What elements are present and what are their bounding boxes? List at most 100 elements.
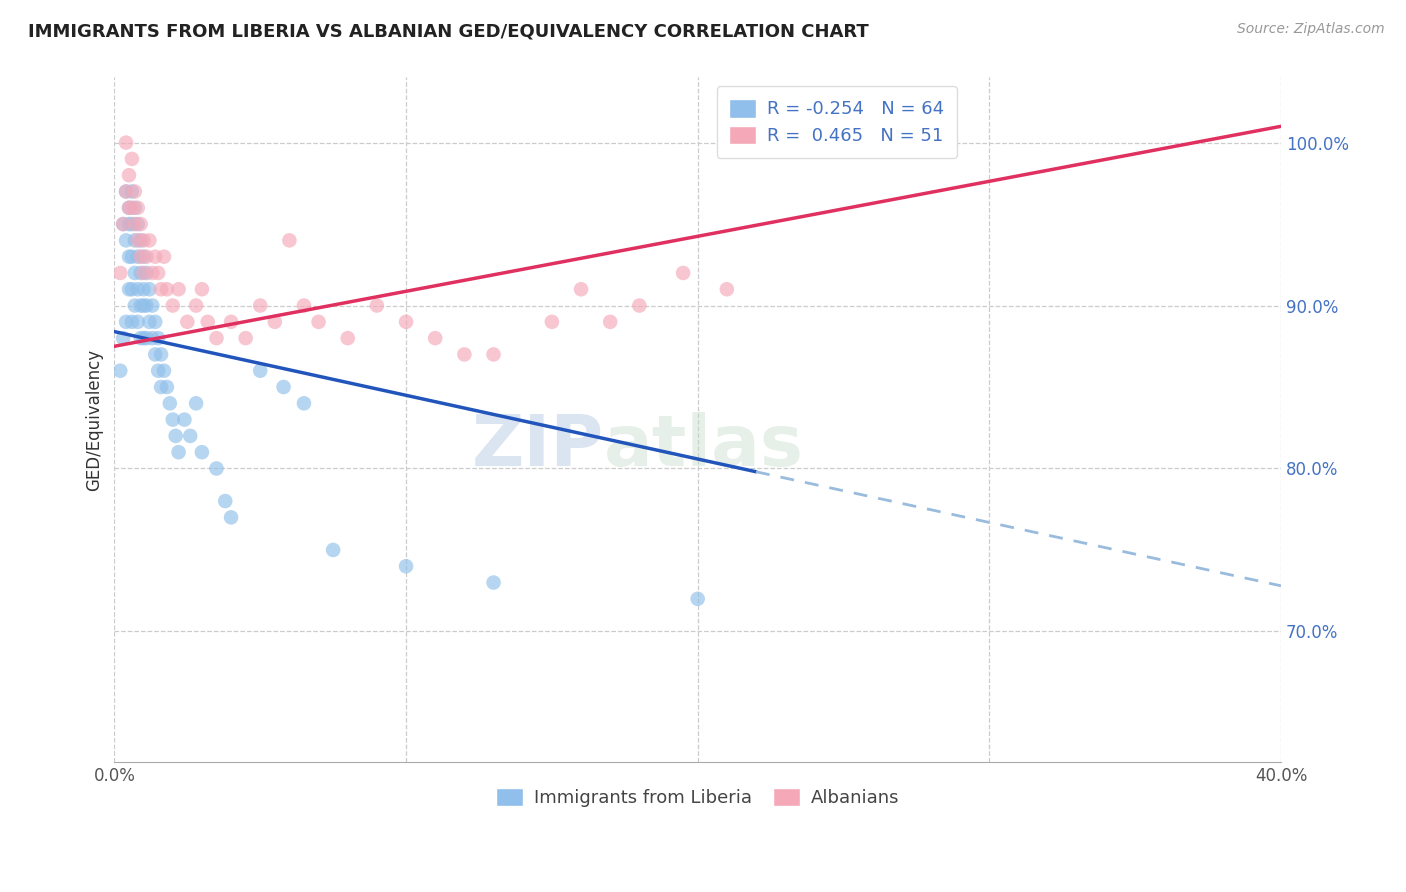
- Point: [112, 217, 135, 231]
- Point: [118, 201, 141, 215]
- Point: [115, 185, 138, 199]
- Point: [110, 266, 132, 280]
- Point: [191, 445, 214, 459]
- Point: [146, 364, 169, 378]
- Text: atlas: atlas: [605, 412, 804, 482]
- Point: [184, 299, 207, 313]
- Text: ZIP: ZIP: [472, 412, 605, 482]
- Point: [167, 445, 190, 459]
- Point: [135, 266, 157, 280]
- Point: [395, 315, 418, 329]
- Point: [121, 315, 143, 329]
- Point: [153, 364, 176, 378]
- Point: [121, 217, 143, 231]
- Point: [395, 559, 418, 574]
- Point: [129, 299, 152, 313]
- Point: [146, 331, 169, 345]
- Point: [308, 315, 330, 329]
- Point: [716, 282, 738, 296]
- Point: [118, 250, 141, 264]
- Point: [425, 331, 447, 345]
- Point: [124, 185, 146, 199]
- Point: [118, 201, 141, 215]
- Point: [599, 315, 621, 329]
- Point: [124, 299, 146, 313]
- Point: [138, 315, 160, 329]
- Point: [124, 217, 146, 231]
- Point: [366, 299, 388, 313]
- Point: [173, 412, 195, 426]
- Point: [110, 364, 132, 378]
- Point: [141, 331, 163, 345]
- Point: [219, 510, 242, 524]
- Point: [138, 282, 160, 296]
- Point: [124, 201, 146, 215]
- Point: [141, 266, 163, 280]
- Point: [322, 543, 344, 558]
- Point: [541, 315, 564, 329]
- Point: [129, 331, 152, 345]
- Point: [124, 233, 146, 247]
- Point: [162, 299, 184, 313]
- Point: [121, 282, 143, 296]
- Point: [156, 380, 179, 394]
- Point: [132, 282, 155, 296]
- Point: [205, 331, 228, 345]
- Point: [141, 299, 163, 313]
- Point: [132, 331, 155, 345]
- Point: [121, 250, 143, 264]
- Point: [127, 233, 149, 247]
- Point: [686, 591, 709, 606]
- Point: [146, 266, 169, 280]
- Point: [292, 396, 315, 410]
- Point: [263, 315, 285, 329]
- Point: [197, 315, 219, 329]
- Point: [167, 282, 190, 296]
- Point: [129, 233, 152, 247]
- Point: [143, 250, 166, 264]
- Point: [214, 494, 236, 508]
- Point: [205, 461, 228, 475]
- Y-axis label: GED/Equivalency: GED/Equivalency: [86, 349, 103, 491]
- Point: [143, 347, 166, 361]
- Point: [153, 250, 176, 264]
- Point: [159, 396, 181, 410]
- Point: [569, 282, 592, 296]
- Point: [249, 364, 271, 378]
- Point: [150, 282, 173, 296]
- Point: [121, 152, 143, 166]
- Point: [118, 282, 141, 296]
- Point: [112, 217, 135, 231]
- Point: [150, 347, 173, 361]
- Point: [127, 282, 149, 296]
- Point: [156, 282, 179, 296]
- Point: [249, 299, 271, 313]
- Legend: Immigrants from Liberia, Albanians: Immigrants from Liberia, Albanians: [488, 780, 907, 814]
- Point: [143, 315, 166, 329]
- Text: IMMIGRANTS FROM LIBERIA VS ALBANIAN GED/EQUIVALENCY CORRELATION CHART: IMMIGRANTS FROM LIBERIA VS ALBANIAN GED/…: [28, 22, 869, 40]
- Point: [138, 233, 160, 247]
- Point: [162, 412, 184, 426]
- Point: [132, 233, 155, 247]
- Point: [132, 299, 155, 313]
- Point: [135, 299, 157, 313]
- Point: [672, 266, 695, 280]
- Point: [219, 315, 242, 329]
- Point: [273, 380, 295, 394]
- Point: [191, 282, 214, 296]
- Point: [165, 429, 187, 443]
- Point: [115, 136, 138, 150]
- Text: Source: ZipAtlas.com: Source: ZipAtlas.com: [1237, 22, 1385, 37]
- Point: [135, 250, 157, 264]
- Point: [115, 233, 138, 247]
- Point: [184, 396, 207, 410]
- Point: [127, 315, 149, 329]
- Point: [628, 299, 651, 313]
- Point: [115, 315, 138, 329]
- Point: [124, 266, 146, 280]
- Point: [127, 217, 149, 231]
- Point: [132, 266, 155, 280]
- Point: [150, 380, 173, 394]
- Point: [132, 250, 155, 264]
- Point: [127, 201, 149, 215]
